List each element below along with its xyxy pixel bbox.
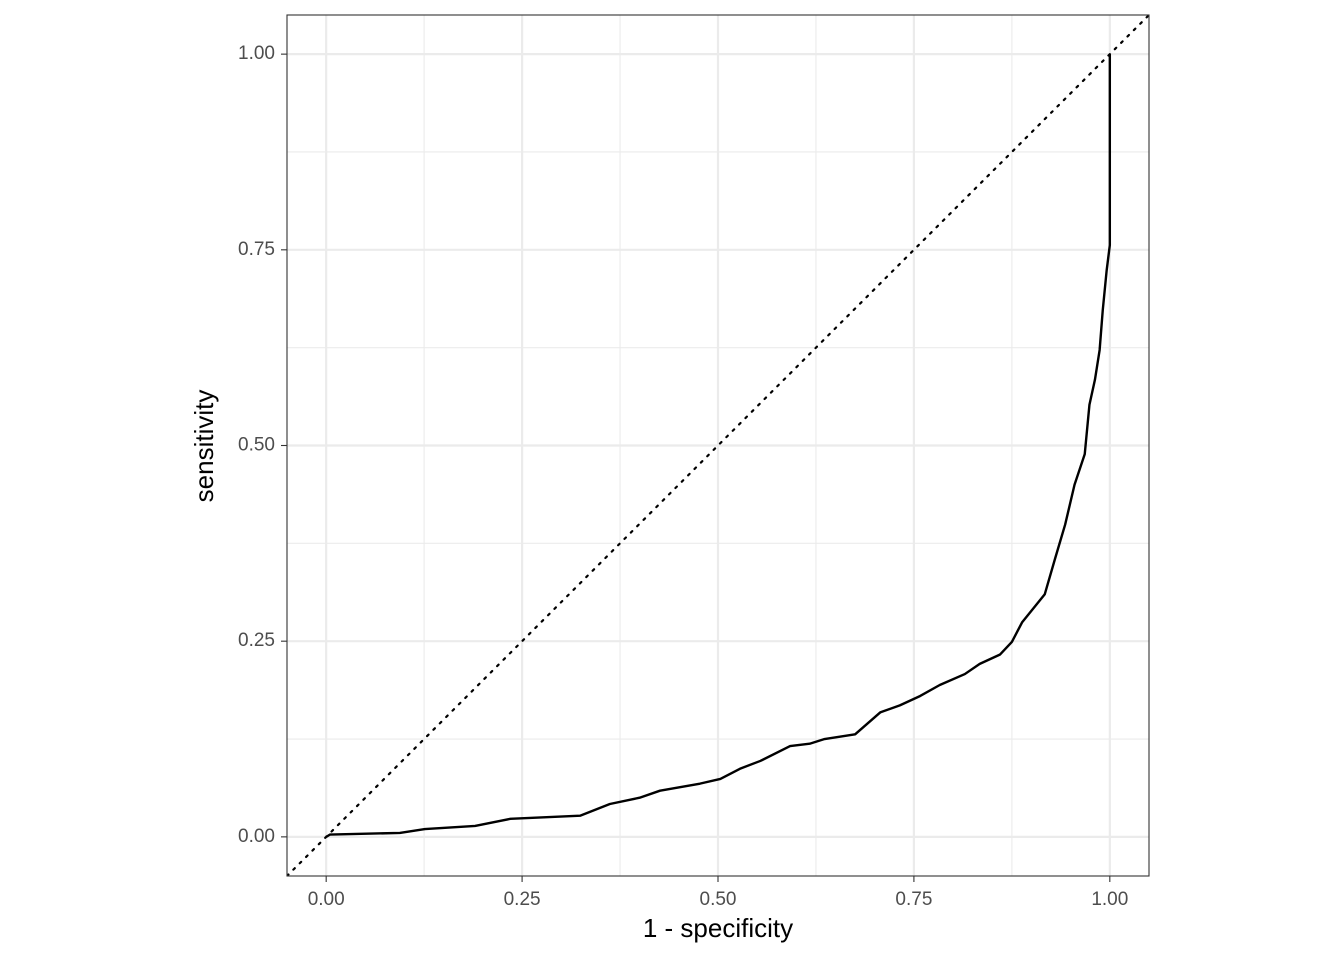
panel-border	[286, 14, 1150, 877]
x-tick-label: 1.00	[1091, 889, 1128, 910]
roc-curve	[325, 54, 1112, 838]
y-tick-label: 0.25	[238, 630, 275, 651]
x-tick-label: 0.25	[504, 889, 541, 910]
x-tick-label: 0.00	[308, 889, 345, 910]
x-tick-label: 0.75	[895, 889, 932, 910]
y-tick-label: 1.00	[238, 43, 275, 64]
plot-area	[287, 15, 1149, 876]
y-axis-title: sensitivity	[189, 390, 219, 503]
x-axis-title: 1 - specificity	[643, 913, 793, 943]
y-tick-label: 0.00	[238, 826, 275, 847]
x-tick-label: 0.50	[700, 889, 737, 910]
y-tick-label: 0.50	[238, 435, 275, 456]
y-tick-label: 0.75	[238, 239, 275, 260]
